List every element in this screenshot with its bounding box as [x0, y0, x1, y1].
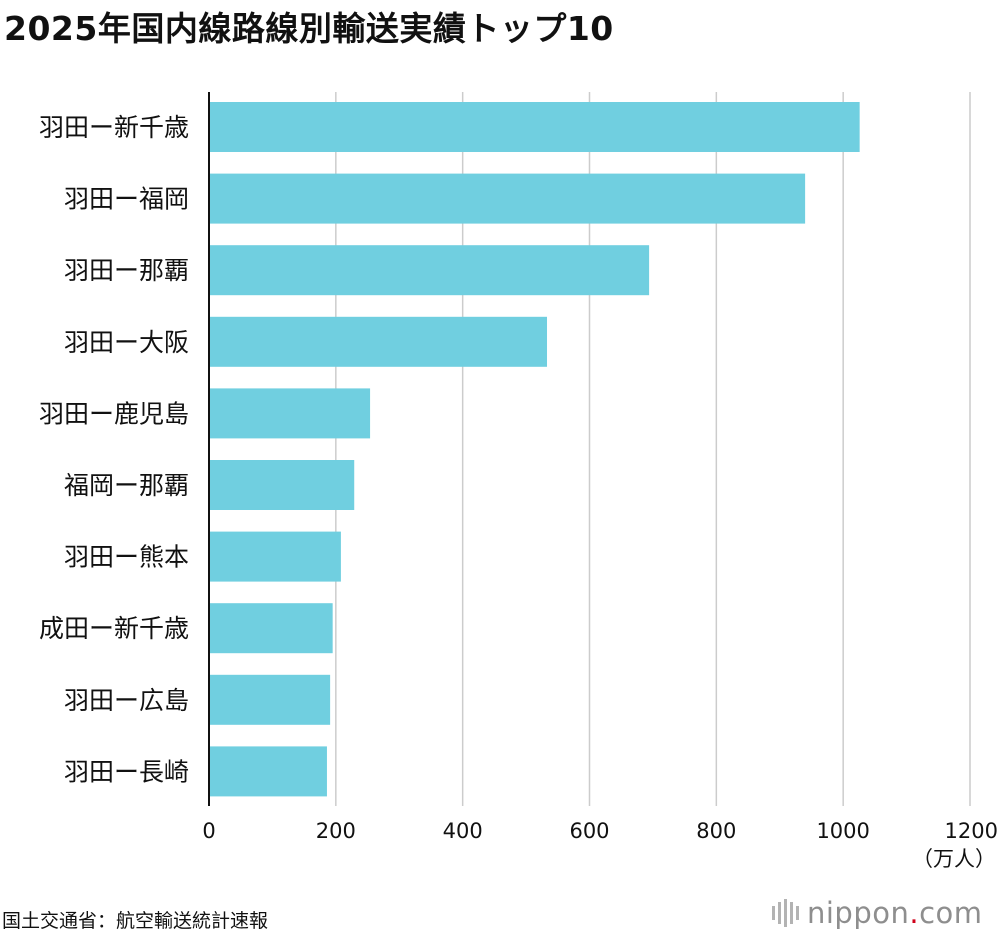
category-label: 羽田ー長崎: [64, 757, 189, 786]
x-tick-labels: 0 200 400 600 800 1000 1200: [202, 819, 998, 843]
x-tick-label: 200: [316, 819, 356, 843]
category-label: 羽田ー那覇: [64, 256, 189, 285]
bar: [209, 674, 331, 725]
category-label: 羽田ー鹿児島: [39, 399, 189, 428]
bar: [209, 316, 548, 367]
category-label: 羽田ー福岡: [64, 185, 189, 214]
source-note: 国土交通省：航空輸送統計速報: [2, 910, 269, 932]
category-label: 福岡ー那覇: [64, 471, 189, 500]
brand-wordmark: nippon.com: [807, 896, 983, 930]
bar: [209, 102, 860, 152]
category-label: 羽田ー大阪: [64, 328, 189, 357]
brand-logo: nippon.com: [772, 896, 983, 930]
category-label: 成田ー新千歳: [39, 614, 189, 643]
bar: [209, 388, 371, 439]
category-label: 羽田ー熊本: [64, 543, 189, 572]
x-axis-unit: （万人）: [912, 847, 996, 871]
x-tick-label: 600: [569, 819, 609, 843]
bar: [209, 173, 806, 224]
category-label: 羽田ー新千歳: [39, 113, 189, 142]
category-label: 羽田ー広島: [64, 686, 189, 715]
bar: [209, 531, 341, 582]
x-tick-label: 1000: [816, 819, 869, 843]
bar: [209, 603, 333, 654]
x-tick-label: 1200: [945, 819, 998, 843]
x-tick-label: 800: [696, 819, 736, 843]
x-tick-label: 0: [202, 819, 215, 843]
x-tick-label: 400: [443, 819, 483, 843]
bars: [209, 102, 860, 797]
chart-title: 2025年国内線路線別輸送実績トップ10: [4, 9, 614, 48]
bar-chart: 羽田ー新千歳羽田ー福岡羽田ー那覇羽田ー大阪羽田ー鹿児島福岡ー那覇羽田ー熊本成田ー…: [39, 92, 998, 871]
bar: [209, 245, 650, 296]
category-labels: 羽田ー新千歳羽田ー福岡羽田ー那覇羽田ー大阪羽田ー鹿児島福岡ー那覇羽田ー熊本成田ー…: [39, 113, 189, 786]
bar: [209, 746, 327, 797]
bar: [209, 460, 355, 510]
nippon-logo-bars-icon: [772, 899, 799, 927]
